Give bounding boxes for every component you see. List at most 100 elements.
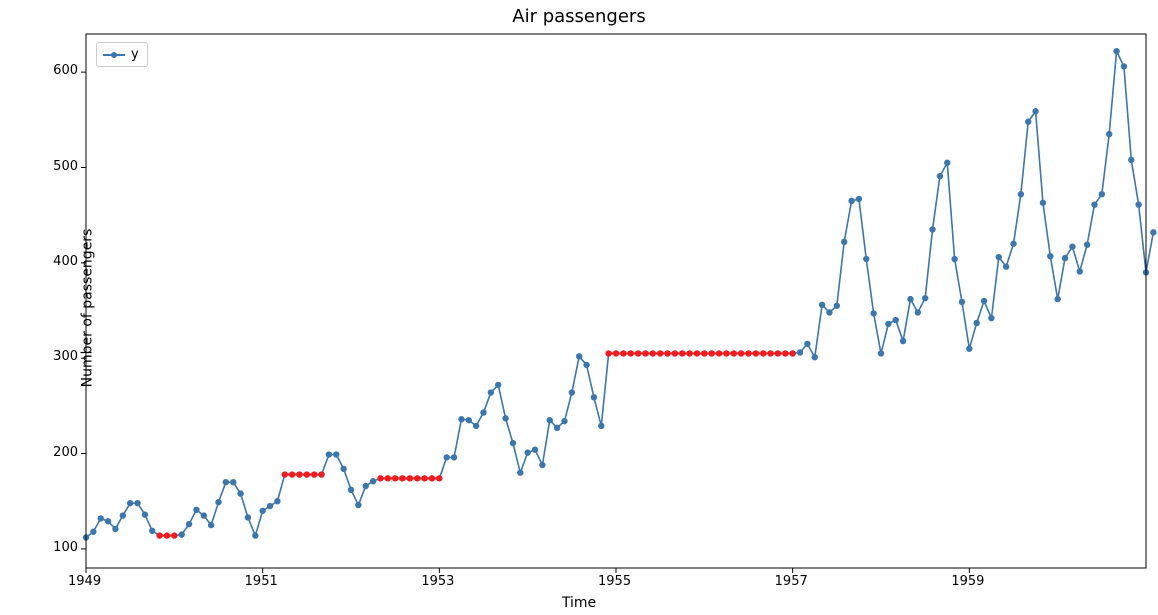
x-tick-label: 1955	[598, 574, 631, 589]
data-marker	[473, 423, 479, 429]
y-tick-label: 300	[53, 349, 78, 364]
data-marker	[856, 196, 862, 202]
data-marker	[326, 451, 332, 457]
outlier-marker	[767, 350, 773, 356]
plot-svg	[86, 34, 1146, 568]
chart-title: Air passengers	[0, 6, 1158, 27]
data-marker	[988, 315, 994, 321]
data-marker	[1054, 296, 1060, 302]
legend: y	[96, 42, 148, 67]
data-marker	[178, 531, 184, 537]
data-marker	[510, 440, 516, 446]
outlier-marker	[635, 350, 641, 356]
legend-marker-sample	[111, 52, 117, 58]
data-marker	[929, 226, 935, 232]
data-marker	[554, 425, 560, 431]
data-marker	[532, 447, 538, 453]
data-marker	[502, 415, 508, 421]
data-marker	[524, 449, 530, 455]
outlier-marker	[628, 350, 634, 356]
data-marker	[834, 303, 840, 309]
outlier-marker	[311, 471, 317, 477]
outlier-marker	[701, 350, 707, 356]
data-marker	[1099, 191, 1105, 197]
data-marker	[1025, 119, 1031, 125]
outlier-marker	[745, 350, 751, 356]
outlier-marker	[694, 350, 700, 356]
data-marker	[274, 498, 280, 504]
data-marker	[1047, 253, 1053, 259]
data-marker	[1106, 131, 1112, 137]
outlier-marker	[753, 350, 759, 356]
data-marker	[937, 173, 943, 179]
outlier-marker	[436, 475, 442, 481]
data-marker	[90, 529, 96, 535]
data-marker	[112, 526, 118, 532]
data-marker	[120, 512, 126, 518]
outlier-marker	[708, 350, 714, 356]
data-marker	[443, 454, 449, 460]
data-marker	[1077, 268, 1083, 274]
x-tick-label: 1953	[421, 574, 454, 589]
outlier-marker	[377, 475, 383, 481]
outlier-marker	[414, 475, 420, 481]
data-marker	[893, 317, 899, 323]
data-marker	[598, 423, 604, 429]
data-marker	[267, 503, 273, 509]
data-marker	[458, 416, 464, 422]
data-marker	[363, 483, 369, 489]
data-marker	[569, 389, 575, 395]
data-marker	[1032, 108, 1038, 114]
outlier-marker	[171, 532, 177, 538]
outlier-marker	[679, 350, 685, 356]
outlier-marker	[613, 350, 619, 356]
x-tick-label: 1959	[951, 574, 984, 589]
y-tick-label: 400	[53, 254, 78, 269]
data-marker	[1121, 63, 1127, 69]
data-marker	[1135, 201, 1141, 207]
outlier-marker	[782, 350, 788, 356]
data-marker	[870, 310, 876, 316]
data-marker	[488, 389, 494, 395]
data-marker	[98, 515, 104, 521]
outlier-marker	[642, 350, 648, 356]
x-tick-label: 1951	[245, 574, 278, 589]
data-marker	[149, 528, 155, 534]
legend-line-sample	[103, 54, 125, 56]
data-marker	[1091, 201, 1097, 207]
data-marker	[959, 299, 965, 305]
outlier-marker	[399, 475, 405, 481]
data-marker	[1062, 255, 1068, 261]
data-marker	[907, 296, 913, 302]
outlier-marker	[760, 350, 766, 356]
outlier-marker	[650, 350, 656, 356]
data-marker	[1128, 157, 1134, 163]
data-marker	[973, 320, 979, 326]
data-marker	[333, 451, 339, 457]
outlier-marker	[657, 350, 663, 356]
x-axis-label: Time	[0, 595, 1158, 611]
data-marker	[370, 478, 376, 484]
outlier-marker	[731, 350, 737, 356]
data-marker	[591, 394, 597, 400]
data-marker	[981, 298, 987, 304]
data-marker	[878, 350, 884, 356]
data-marker	[841, 239, 847, 245]
data-marker	[245, 514, 251, 520]
data-marker	[804, 341, 810, 347]
data-marker	[1069, 243, 1075, 249]
y-tick-label: 100	[53, 540, 78, 555]
outlier-marker	[429, 475, 435, 481]
data-marker	[826, 309, 832, 315]
data-marker	[915, 309, 921, 315]
outlier-marker	[282, 471, 288, 477]
outlier-marker	[789, 350, 795, 356]
data-marker	[495, 382, 501, 388]
outlier-marker	[421, 475, 427, 481]
data-marker	[340, 466, 346, 472]
data-marker	[797, 349, 803, 355]
data-marker	[105, 518, 111, 524]
data-marker	[1084, 242, 1090, 248]
data-marker	[583, 362, 589, 368]
data-marker	[480, 409, 486, 415]
